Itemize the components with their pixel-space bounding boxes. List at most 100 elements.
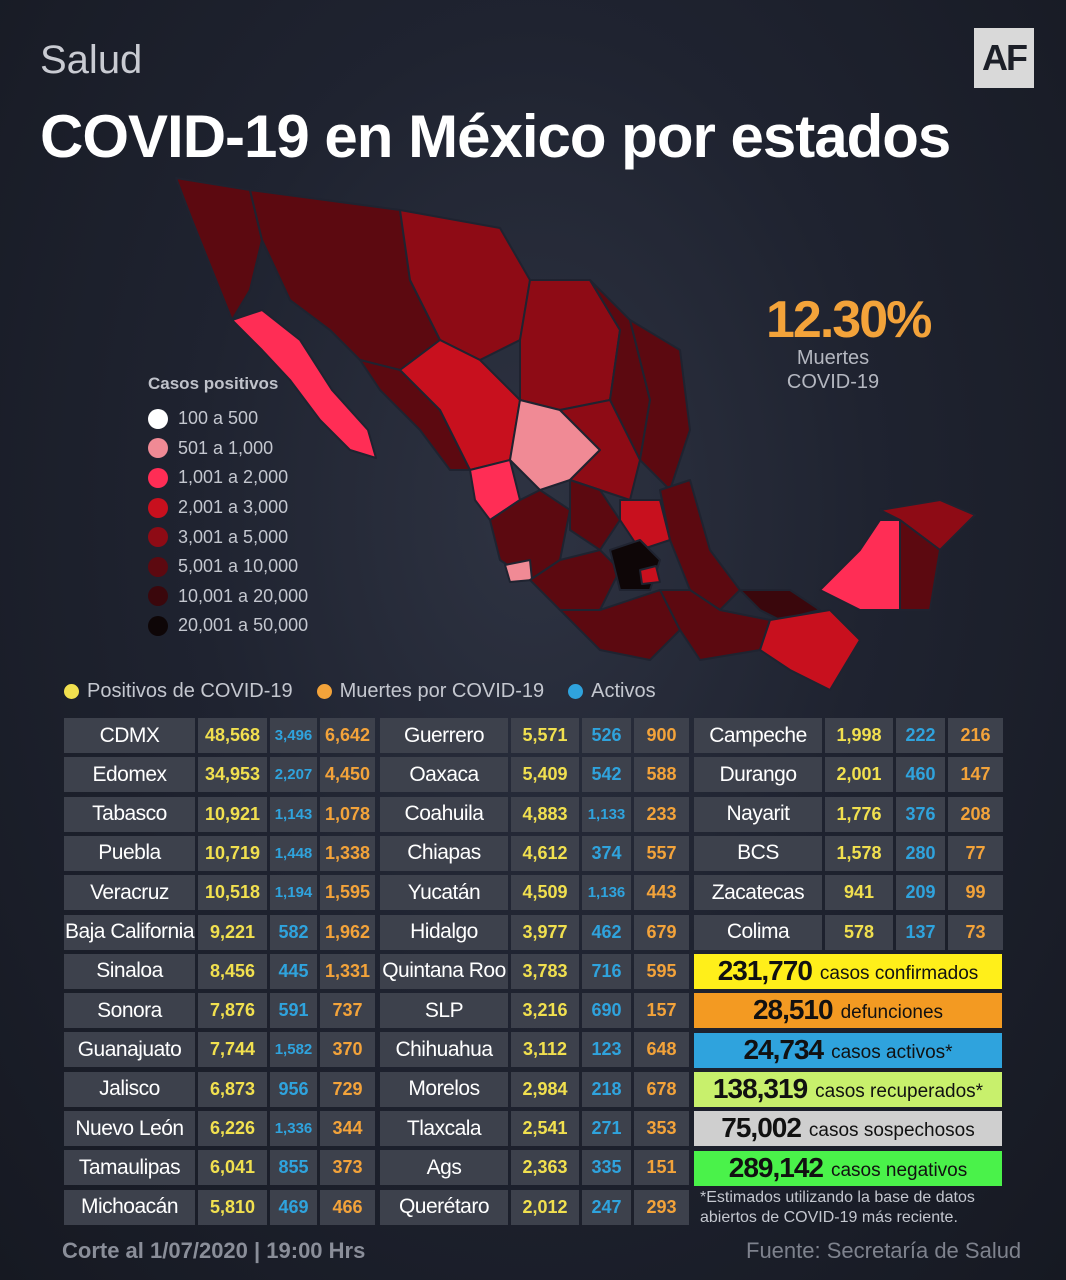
map-state-chihuahua — [399, 209, 531, 361]
total-box: 289,142 casos negativos — [694, 1150, 1002, 1186]
positivos-value: 2,363 — [511, 1150, 579, 1186]
state-name: Colima — [694, 914, 822, 950]
muertes-value: 1,595 — [320, 875, 375, 911]
map-state-baja-california — [175, 177, 263, 321]
muertes-value: 99 — [948, 875, 1003, 911]
mexico-map — [175, 177, 976, 691]
total-label: casos confirmados — [819, 963, 979, 984]
legend-swatch — [148, 527, 168, 548]
state-name: CDMX — [64, 718, 195, 753]
legend-swatch — [148, 615, 168, 636]
muertes-value: 157 — [634, 993, 689, 1029]
positivos-value: 3,112 — [511, 1032, 579, 1068]
muertes-value: 151 — [634, 1150, 689, 1186]
key-positivos-dot — [64, 684, 79, 699]
death-rate-value: 12.30% — [766, 291, 932, 349]
table-row: Durango 2,001 460 147 — [694, 757, 1003, 793]
activos-value: 690 — [582, 993, 631, 1029]
map-state-guanajuato — [569, 479, 621, 551]
total-box: 28,510 defunciones — [694, 993, 1002, 1029]
brand-logo: AF — [974, 28, 1034, 88]
table-row: Guanajuato 7,744 1,582 370 — [64, 1032, 375, 1068]
state-name: Querétaro — [380, 1189, 508, 1225]
activos-value: 591 — [270, 993, 317, 1029]
activos-value: 1,336 — [270, 1111, 317, 1146]
positivos-value: 4,612 — [511, 835, 579, 871]
state-name: Coahuila — [380, 796, 508, 832]
positivos-value: 34,953 — [198, 757, 267, 793]
total-label: casos sospechosos — [808, 1120, 975, 1142]
activos-value: 218 — [582, 1071, 631, 1107]
table-row: Jalisco 6,873 956 729 — [64, 1071, 375, 1107]
page-title: COVID-19 en México por estados — [40, 103, 951, 170]
legend-swatch — [148, 497, 168, 518]
state-name: Jalisco — [64, 1071, 195, 1107]
positivos-value: 2,541 — [511, 1111, 579, 1146]
activos-value: 280 — [896, 835, 945, 871]
legend-swatch — [148, 467, 168, 488]
state-name: BCS — [694, 835, 822, 871]
table-row: Oaxaca 5,409 542 588 — [380, 757, 689, 793]
state-name: Chiapas — [380, 835, 508, 871]
muertes-value: 588 — [634, 757, 689, 793]
positivos-value: 2,012 — [511, 1189, 579, 1225]
table-row: Querétaro 2,012 247 293 — [380, 1189, 689, 1225]
state-name: Baja California — [64, 914, 195, 950]
map-state-campeche — [819, 519, 901, 611]
death-rate-label: Muertes COVID-19 — [770, 346, 896, 394]
activos-value: 469 — [270, 1189, 317, 1225]
table-row: Sinaloa 8,456 445 1,331 — [64, 953, 375, 989]
activos-value: 1,136 — [582, 875, 631, 911]
total-box: 231,770 casos confirmados — [694, 954, 1002, 989]
total-value: 24,734 — [743, 1033, 824, 1065]
positivos-value: 6,226 — [198, 1111, 267, 1146]
activos-value: 855 — [270, 1150, 317, 1186]
legend-item: 1,001 a 2,000 — [148, 463, 308, 493]
key-positivos: Positivos de COVID-19 — [64, 680, 293, 703]
table-row: Campeche 1,998 222 216 — [694, 718, 1003, 753]
activos-value: 1,133 — [582, 796, 631, 832]
muertes-value: 595 — [634, 953, 689, 989]
muertes-value: 1,078 — [320, 796, 375, 832]
activos-value: 3,496 — [270, 718, 317, 753]
muertes-value: 373 — [320, 1150, 375, 1186]
muertes-value: 353 — [634, 1111, 689, 1146]
table-row: Edomex 34,953 2,207 4,450 — [64, 757, 375, 793]
positivos-value: 2,001 — [825, 757, 893, 793]
activos-value: 123 — [582, 1032, 631, 1068]
state-name: Zacatecas — [694, 875, 822, 911]
state-name: Veracruz — [64, 875, 195, 911]
death-rate-label-line2: COVID-19 — [786, 371, 880, 393]
muertes-value: 1,338 — [320, 835, 375, 871]
cut-date: Corte al 1/07/2020 | 19:00 Hrs — [62, 1238, 366, 1263]
state-name: Yucatán — [380, 875, 508, 911]
state-name: Morelos — [380, 1071, 508, 1107]
total-value: 289,142 — [728, 1151, 824, 1183]
muertes-value: 344 — [320, 1111, 375, 1146]
positivos-value: 5,409 — [511, 757, 579, 793]
total-value: 75,002 — [721, 1112, 802, 1144]
muertes-value: 77 — [948, 835, 1003, 871]
positivos-value: 5,810 — [198, 1189, 267, 1225]
activos-value: 376 — [896, 796, 945, 832]
activos-value: 460 — [896, 757, 945, 793]
map-state-colima — [504, 559, 533, 583]
total-value: 28,510 — [752, 994, 834, 1026]
activos-value: 716 — [582, 953, 631, 989]
muertes-value: 147 — [948, 757, 1003, 793]
state-name: Guanajuato — [64, 1032, 195, 1068]
positivos-value: 10,719 — [198, 835, 267, 871]
footnote: *Estimados utilizando la base de datos a… — [700, 1189, 975, 1226]
muertes-value: 4,450 — [320, 757, 375, 793]
legend-swatch — [148, 408, 168, 429]
activos-value: 247 — [582, 1189, 631, 1225]
legend-item: 10,001 a 20,000 — [148, 582, 308, 612]
muertes-value: 208 — [948, 796, 1003, 832]
muertes-value: 678 — [634, 1071, 689, 1107]
legend-label: 2,001 a 3,000 — [178, 497, 289, 518]
activos-value: 222 — [896, 718, 945, 753]
key-activos: Activos — [568, 680, 656, 703]
legend-label: 3,001 a 5,000 — [178, 526, 289, 547]
table-row: Ags 2,363 335 151 — [380, 1150, 689, 1186]
positivos-value: 10,921 — [198, 796, 267, 832]
